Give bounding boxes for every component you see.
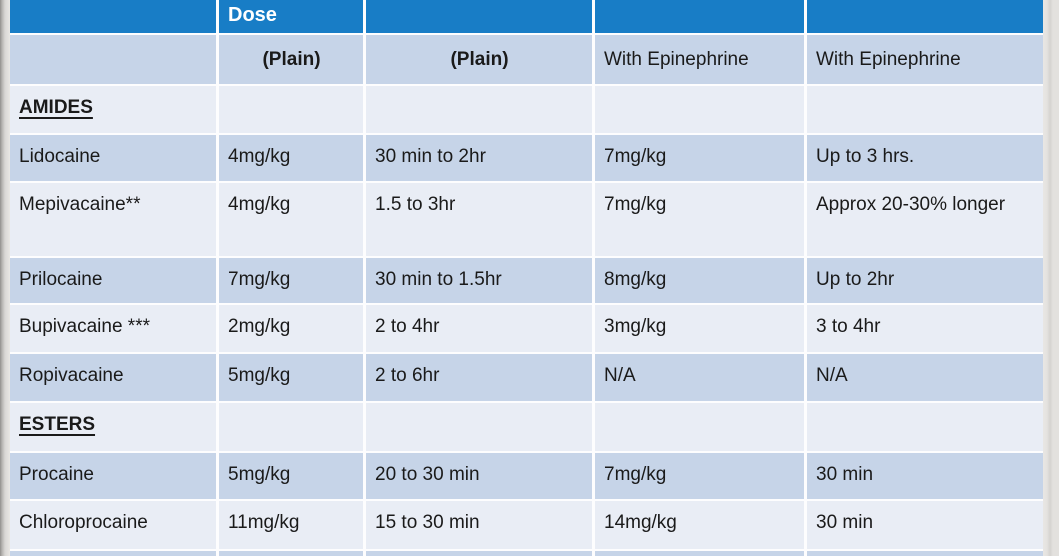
empty-cell (807, 86, 1043, 133)
duration-plain-cell: 1.5 to 3hr (366, 183, 592, 256)
drug-name-cell: Prilocaine (10, 258, 216, 303)
empty-cell (10, 551, 216, 556)
subheader-cell-epi-dose: With Epinephrine (595, 35, 804, 84)
subheader-cell-epi-duration: With Epinephrine (807, 35, 1043, 84)
drug-name-cell: Chloroprocaine (10, 501, 216, 549)
duration-plain-cell: 30 min to 2hr (366, 135, 592, 181)
empty-cell (219, 86, 363, 133)
table-header-row: Dose (10, 0, 1043, 33)
dose-plain-cell: 4mg/kg (219, 135, 363, 181)
dose-epi-cell: 7mg/kg (595, 135, 804, 181)
dose-epi-cell: 7mg/kg (595, 453, 804, 499)
section-label-cell: AMIDES (10, 86, 216, 133)
table-row-ropivacaine: Ropivacaine 5mg/kg 2 to 6hr N/A N/A (10, 354, 1043, 401)
subheader-cell-drug (10, 35, 216, 84)
slide-left-edge (0, 0, 10, 556)
table-row-chloroprocaine: Chloroprocaine 11mg/kg 15 to 30 min 14mg… (10, 501, 1043, 549)
duration-plain-cell: 2 to 6hr (366, 354, 592, 401)
drug-name-cell: Bupivacaine *** (10, 305, 216, 352)
empty-cell (219, 403, 363, 451)
duration-epi-cell: Up to 3 hrs. (807, 135, 1043, 181)
duration-plain-cell: 2 to 4hr (366, 305, 592, 352)
table-row-lidocaine: Lidocaine 4mg/kg 30 min to 2hr 7mg/kg Up… (10, 135, 1043, 181)
dose-epi-cell: 3mg/kg (595, 305, 804, 352)
header-cell-dose: Dose (219, 0, 363, 33)
empty-cell (219, 551, 363, 556)
table-row-cutoff (10, 551, 1043, 556)
table-row-mepivacaine: Mepivacaine** 4mg/kg 1.5 to 3hr 7mg/kg A… (10, 183, 1043, 256)
empty-cell (807, 551, 1043, 556)
duration-epi-cell: 30 min (807, 453, 1043, 499)
section-row-esters: ESTERS (10, 403, 1043, 451)
drug-name-cell: Procaine (10, 453, 216, 499)
dose-epi-cell: N/A (595, 354, 804, 401)
table-row-procaine: Procaine 5mg/kg 20 to 30 min 7mg/kg 30 m… (10, 453, 1043, 499)
subheader-cell-plain-dose: (Plain) (219, 35, 363, 84)
drug-name-cell: Mepivacaine** (10, 183, 216, 256)
section-row-amides: AMIDES (10, 86, 1043, 133)
empty-cell (807, 403, 1043, 451)
table-subheader-row: (Plain) (Plain) With Epinephrine With Ep… (10, 35, 1043, 84)
duration-epi-cell: 30 min (807, 501, 1043, 549)
dose-plain-cell: 7mg/kg (219, 258, 363, 303)
anesthetic-dose-table: Dose (Plain) (Plain) With Epinephrine Wi… (10, 0, 1043, 556)
empty-cell (595, 86, 804, 133)
subheader-cell-plain-duration: (Plain) (366, 35, 592, 84)
header-cell-drug (10, 0, 216, 33)
drug-name-cell: Lidocaine (10, 135, 216, 181)
dose-plain-cell: 2mg/kg (219, 305, 363, 352)
empty-cell (595, 403, 804, 451)
dose-plain-cell: 5mg/kg (219, 354, 363, 401)
duration-plain-cell: 15 to 30 min (366, 501, 592, 549)
duration-epi-cell: Approx 20-30% longer (807, 183, 1043, 256)
dose-epi-cell: 14mg/kg (595, 501, 804, 549)
dose-epi-cell: 7mg/kg (595, 183, 804, 256)
empty-cell (595, 551, 804, 556)
dose-plain-cell: 4mg/kg (219, 183, 363, 256)
table-row-bupivacaine: Bupivacaine *** 2mg/kg 2 to 4hr 3mg/kg 3… (10, 305, 1043, 352)
header-cell-duration (366, 0, 592, 33)
slide-right-edge (1043, 0, 1059, 556)
duration-epi-cell: N/A (807, 354, 1043, 401)
empty-cell (366, 86, 592, 133)
header-cell-dose-epi (595, 0, 804, 33)
empty-cell (366, 551, 592, 556)
duration-plain-cell: 30 min to 1.5hr (366, 258, 592, 303)
drug-name-cell: Ropivacaine (10, 354, 216, 401)
duration-epi-cell: Up to 2hr (807, 258, 1043, 303)
header-cell-duration-epi (807, 0, 1043, 33)
dose-plain-cell: 11mg/kg (219, 501, 363, 549)
empty-cell (366, 403, 592, 451)
section-label-cell: ESTERS (10, 403, 216, 451)
duration-epi-cell: 3 to 4hr (807, 305, 1043, 352)
table-row-prilocaine: Prilocaine 7mg/kg 30 min to 1.5hr 8mg/kg… (10, 258, 1043, 303)
duration-plain-cell: 20 to 30 min (366, 453, 592, 499)
dose-epi-cell: 8mg/kg (595, 258, 804, 303)
dose-plain-cell: 5mg/kg (219, 453, 363, 499)
